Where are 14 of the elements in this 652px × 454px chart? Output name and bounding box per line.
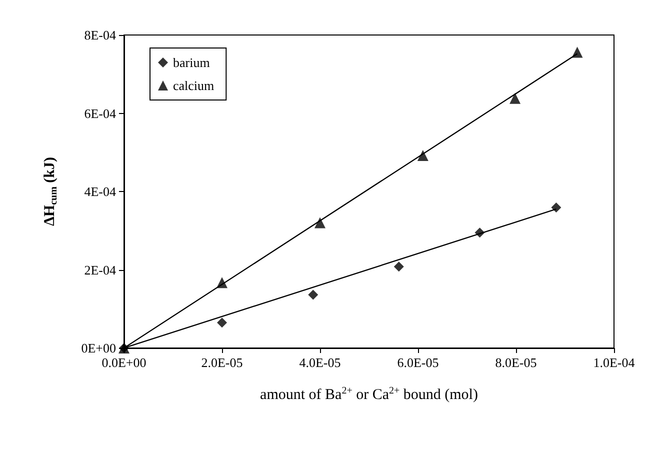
y-tick-label: 0E+00 xyxy=(81,340,116,356)
y-tick-label: 4E-04 xyxy=(84,184,116,199)
y-tick-label: 2E-04 xyxy=(84,262,116,278)
x-tick-label: 4.0E-05 xyxy=(299,355,341,370)
y-axis-title: ΔHcum (kJ) xyxy=(42,157,60,226)
x-tick-label: 1.0E-04 xyxy=(593,355,636,370)
legend-label: calcium xyxy=(173,78,214,93)
x-tick-label: 2.0E-05 xyxy=(201,355,243,370)
y-tick-label: 8E-04 xyxy=(84,28,116,42)
x-tick-label: 0.0E+00 xyxy=(102,355,146,370)
x-tick-label: 8.0E-05 xyxy=(495,355,537,370)
x-tick-label: 6.0E-05 xyxy=(397,355,439,370)
legend-label: barium xyxy=(173,55,210,70)
y-tick-label: 6E-04 xyxy=(84,106,116,121)
